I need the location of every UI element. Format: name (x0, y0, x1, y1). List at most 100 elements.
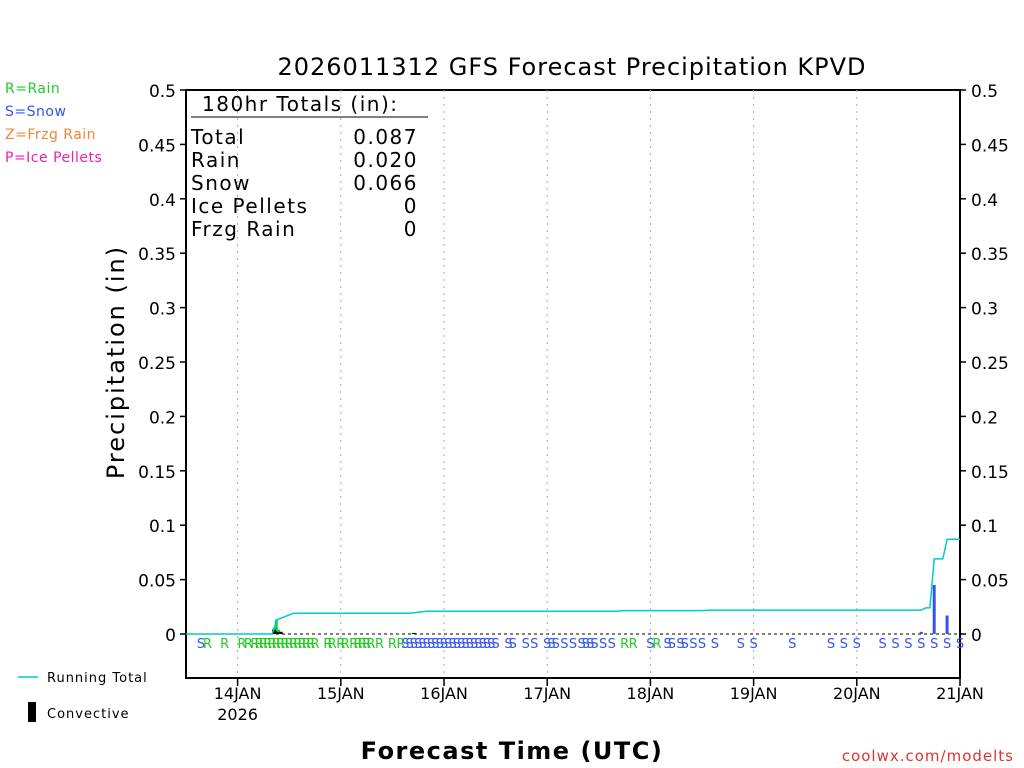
totals-row-value: 0 (404, 217, 418, 241)
ptype-letter: R (302, 637, 311, 652)
ptype-legend-item: R=Rain (5, 81, 61, 97)
ptype-legend-item: Z=Frzg Rain (5, 127, 97, 143)
ptype-letter: R (244, 637, 253, 652)
y2-tick-label: 0.5 (971, 82, 998, 102)
ptype-letter: R (276, 637, 285, 652)
ptype-letter: S (586, 637, 594, 652)
y-tick-label: 0 (165, 626, 176, 646)
chart-title: 2026011312 GFS Forecast Precipitation KP… (277, 53, 866, 81)
ptype-letter: S (509, 637, 517, 652)
ptype-letter: S (401, 637, 409, 652)
x-tick-label: 17JAN (523, 684, 571, 703)
ptype-letter: R (362, 637, 371, 652)
ptype-letter: S (689, 637, 697, 652)
y2-tick-label: 0.45 (971, 136, 1009, 156)
ptype-letter: S (590, 637, 598, 652)
ptype-letter: S (668, 637, 676, 652)
ptype-letter: R (293, 637, 302, 652)
ptype-letter: S (427, 637, 435, 652)
ptype-letter: S (405, 637, 413, 652)
ptype-letter: R (375, 637, 384, 652)
x-tick-label: 20JAN (833, 684, 881, 703)
convective-bar (272, 629, 277, 634)
ptype-letter: S (410, 637, 418, 652)
ptype-letter: R (620, 637, 629, 652)
y-tick-label: 0.45 (138, 136, 176, 156)
ptype-letter: R (652, 637, 661, 652)
ptype-legend-item: P=Ice Pellets (5, 150, 103, 166)
ptype-letter: S (956, 637, 964, 652)
totals-row-label: Snow (191, 171, 251, 195)
ptype-letter: S (474, 637, 482, 652)
precip-bar (932, 585, 936, 634)
ptype-letter: S (569, 637, 577, 652)
x-tick-label: 21JAN (936, 684, 984, 703)
ptype-letter: S (930, 637, 938, 652)
convective-bar (411, 632, 416, 634)
ptype-letter: S (461, 637, 469, 652)
y-tick-label: 0.3 (149, 300, 176, 320)
y-tick-label: 0.5 (149, 82, 176, 102)
ptype-letter: S (483, 637, 491, 652)
convective-bar (274, 631, 279, 634)
ptype-letter: S (943, 637, 951, 652)
ptype-letter: R (388, 637, 397, 652)
x-axis-label: Forecast Time (UTC) (361, 737, 664, 765)
x-tick-label: 15JAN (317, 684, 365, 703)
ptype-letter: S (530, 637, 538, 652)
ptype-letter: R (280, 637, 289, 652)
ptype-letter: S (197, 637, 205, 652)
totals-row-label: Rain (191, 148, 241, 172)
y-tick-label: 0.05 (138, 572, 176, 592)
ptype-letter: R (203, 637, 212, 652)
ptype-letter: R (366, 637, 375, 652)
precip-bar (274, 619, 278, 634)
ptype-letter: R (349, 637, 358, 652)
ptype-letter: S (599, 637, 607, 652)
ptype-letter: S (552, 637, 560, 652)
totals-row-value: 0 (404, 194, 418, 218)
y-axis-label: Precipitation (in) (102, 245, 130, 479)
x-tick-label: 18JAN (627, 684, 675, 703)
y-tick-label: 0.15 (138, 463, 176, 483)
ptype-letter: S (448, 637, 456, 652)
ptype-letter: S (444, 637, 452, 652)
ptype-letter: S (663, 637, 671, 652)
ptype-letter: S (904, 637, 912, 652)
totals-row-label: Total (190, 125, 245, 149)
ptype-letter: S (853, 637, 861, 652)
x-axis-ticks: 14JAN 2026 15JAN 16JAN 17JAN 18JAN 19JAN 20JAN 2… (214, 678, 984, 724)
totals-header: 180hr Totals (in): (202, 92, 399, 116)
ptype-letter: S (440, 637, 448, 652)
ptype-letter: S (436, 637, 444, 652)
ptype-letter: S (453, 637, 461, 652)
ptype-letter: S (711, 637, 719, 652)
ptype-letter: S (749, 637, 757, 652)
y2-tick-label: 0.4 (971, 191, 998, 211)
ptype-letter: S (543, 637, 551, 652)
ptype-letter: S (418, 637, 426, 652)
gridlines (186, 90, 960, 678)
ptype-letter: R (220, 637, 229, 652)
y2-tick-label: 0 (971, 626, 982, 646)
totals-box: 180hr Totals (in): Total 0.087 Rain 0.020 Sn… (190, 92, 428, 241)
ptype-letter: R (310, 637, 319, 652)
totals-row-label: Frzg Rain (191, 217, 296, 241)
ptype-letter: R (289, 637, 298, 652)
ptype-letter: S (466, 637, 474, 652)
ptype-letter: S (840, 637, 848, 652)
ptype-letter: S (491, 637, 499, 652)
totals-row-label: Ice Pellets (191, 194, 308, 218)
ptype-letter: R (259, 637, 268, 652)
ptype-letter: R (285, 637, 294, 652)
ptype-letter: R (237, 637, 246, 652)
y-axis-ticks: 0 00.05 0.050.1 0.10.15 0.150.2 0.20.25 0.250.… (138, 82, 1009, 646)
precip-bar (919, 631, 923, 634)
totals-row-value: 0.066 (353, 171, 418, 195)
x-tick-label: 16JAN (420, 684, 468, 703)
y-tick-label: 0.2 (149, 408, 176, 428)
ptype-letter: R (267, 637, 276, 652)
ptype-letter: R (336, 637, 345, 652)
